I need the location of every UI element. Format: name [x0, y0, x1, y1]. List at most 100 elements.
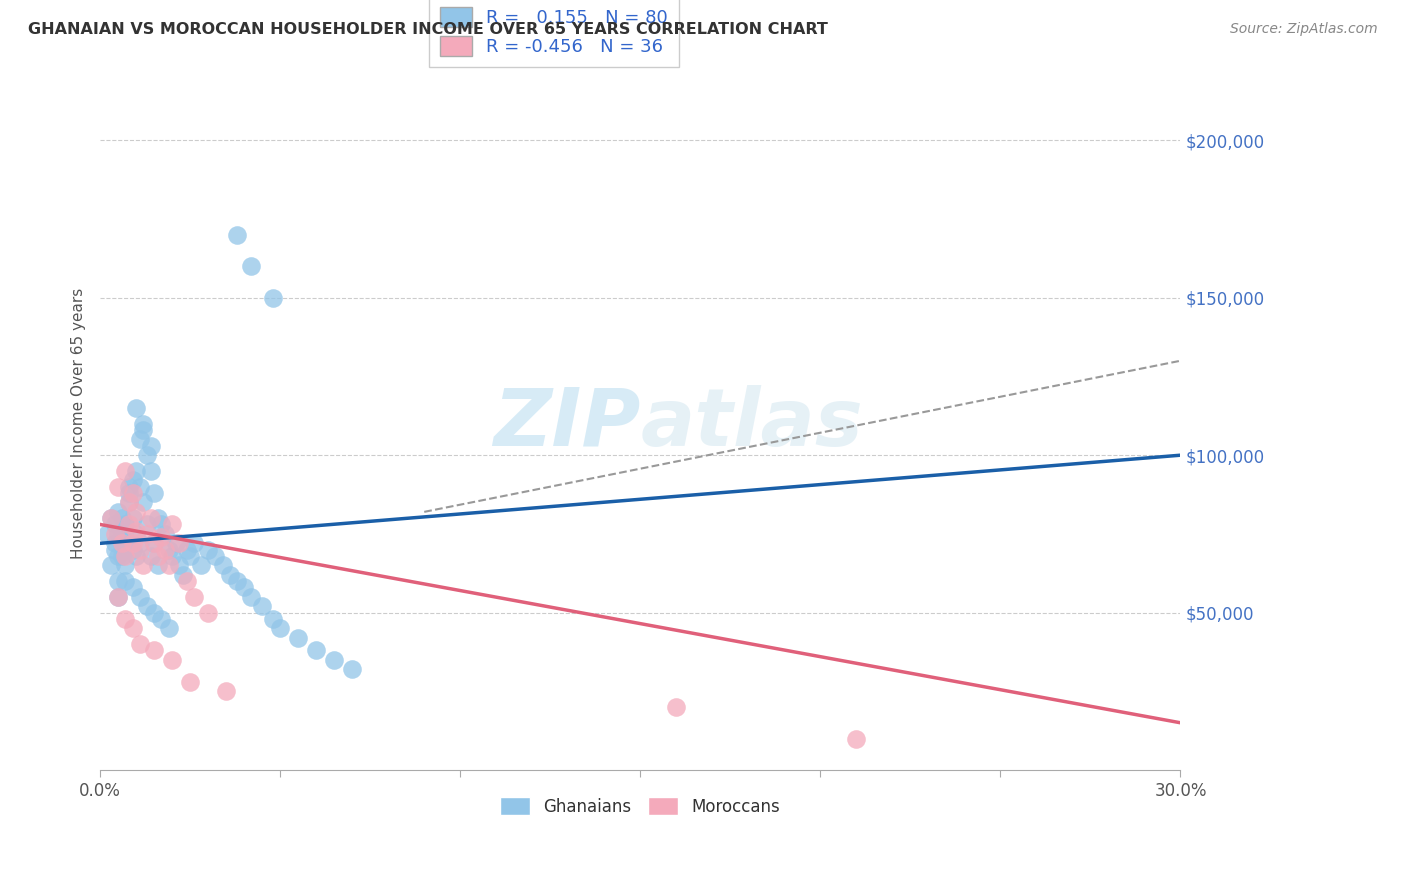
Text: Source: ZipAtlas.com: Source: ZipAtlas.com: [1230, 22, 1378, 37]
Point: [197, 606, 219, 620]
Point: [146, 511, 169, 525]
Point: [128, 637, 150, 651]
Point: [128, 536, 150, 550]
Point: [143, 643, 166, 657]
Point: [121, 581, 143, 595]
Point: [150, 517, 173, 532]
Point: [136, 599, 159, 614]
Point: [150, 612, 173, 626]
Point: [96, 527, 118, 541]
Point: [150, 530, 173, 544]
Point: [305, 643, 328, 657]
Point: [107, 590, 129, 604]
Point: [143, 486, 166, 500]
Point: [111, 549, 134, 563]
Point: [240, 260, 263, 274]
Point: [125, 549, 148, 563]
Point: [100, 511, 122, 525]
Point: [118, 495, 141, 509]
Point: [114, 464, 136, 478]
Text: GHANAIAN VS MOROCCAN HOUSEHOLDER INCOME OVER 65 YEARS CORRELATION CHART: GHANAIAN VS MOROCCAN HOUSEHOLDER INCOME …: [28, 22, 828, 37]
Point: [114, 574, 136, 588]
Point: [103, 542, 125, 557]
Point: [139, 511, 162, 525]
Text: ZIP: ZIP: [494, 384, 640, 463]
Point: [179, 674, 201, 689]
Point: [128, 480, 150, 494]
Point: [125, 505, 148, 519]
Point: [121, 474, 143, 488]
Point: [121, 536, 143, 550]
Point: [111, 536, 134, 550]
Point: [107, 527, 129, 541]
Point: [128, 542, 150, 557]
Y-axis label: Householder Income Over 65 years: Householder Income Over 65 years: [72, 288, 86, 559]
Point: [197, 542, 219, 557]
Point: [262, 612, 284, 626]
Point: [226, 227, 249, 242]
Point: [323, 653, 346, 667]
Point: [114, 530, 136, 544]
Point: [665, 700, 688, 714]
Point: [132, 417, 155, 431]
Point: [114, 549, 136, 563]
Point: [172, 567, 194, 582]
Point: [125, 401, 148, 415]
Point: [143, 536, 166, 550]
Point: [111, 511, 134, 525]
Point: [136, 448, 159, 462]
Point: [125, 527, 148, 541]
Point: [146, 549, 169, 563]
Point: [160, 517, 183, 532]
Point: [146, 558, 169, 573]
Point: [121, 511, 143, 525]
Point: [342, 662, 364, 676]
Point: [218, 567, 240, 582]
Point: [107, 574, 129, 588]
Point: [103, 527, 125, 541]
Point: [111, 524, 134, 538]
Point: [121, 486, 143, 500]
Point: [233, 581, 256, 595]
Point: [176, 542, 198, 557]
Point: [143, 606, 166, 620]
Point: [176, 574, 198, 588]
Point: [114, 542, 136, 557]
Point: [157, 621, 180, 635]
Point: [160, 549, 183, 563]
Point: [107, 549, 129, 563]
Point: [269, 621, 291, 635]
Point: [107, 590, 129, 604]
Point: [118, 486, 141, 500]
Point: [211, 558, 233, 573]
Point: [136, 527, 159, 541]
Legend: Ghanaians, Moroccans: Ghanaians, Moroccans: [492, 789, 789, 824]
Point: [250, 599, 273, 614]
Point: [157, 542, 180, 557]
Point: [153, 542, 176, 557]
Point: [128, 433, 150, 447]
Point: [139, 439, 162, 453]
Point: [114, 612, 136, 626]
Point: [125, 464, 148, 478]
Point: [136, 517, 159, 532]
Point: [183, 590, 205, 604]
Point: [165, 536, 187, 550]
Point: [139, 549, 162, 563]
Point: [215, 684, 238, 698]
Point: [226, 574, 249, 588]
Point: [100, 511, 122, 525]
Point: [132, 558, 155, 573]
Point: [118, 517, 141, 532]
Point: [139, 464, 162, 478]
Point: [190, 558, 212, 573]
Point: [183, 536, 205, 550]
Point: [103, 536, 125, 550]
Point: [240, 590, 263, 604]
Point: [262, 291, 284, 305]
Point: [128, 590, 150, 604]
Point: [107, 505, 129, 519]
Point: [204, 549, 226, 563]
Point: [111, 536, 134, 550]
Point: [845, 731, 868, 746]
